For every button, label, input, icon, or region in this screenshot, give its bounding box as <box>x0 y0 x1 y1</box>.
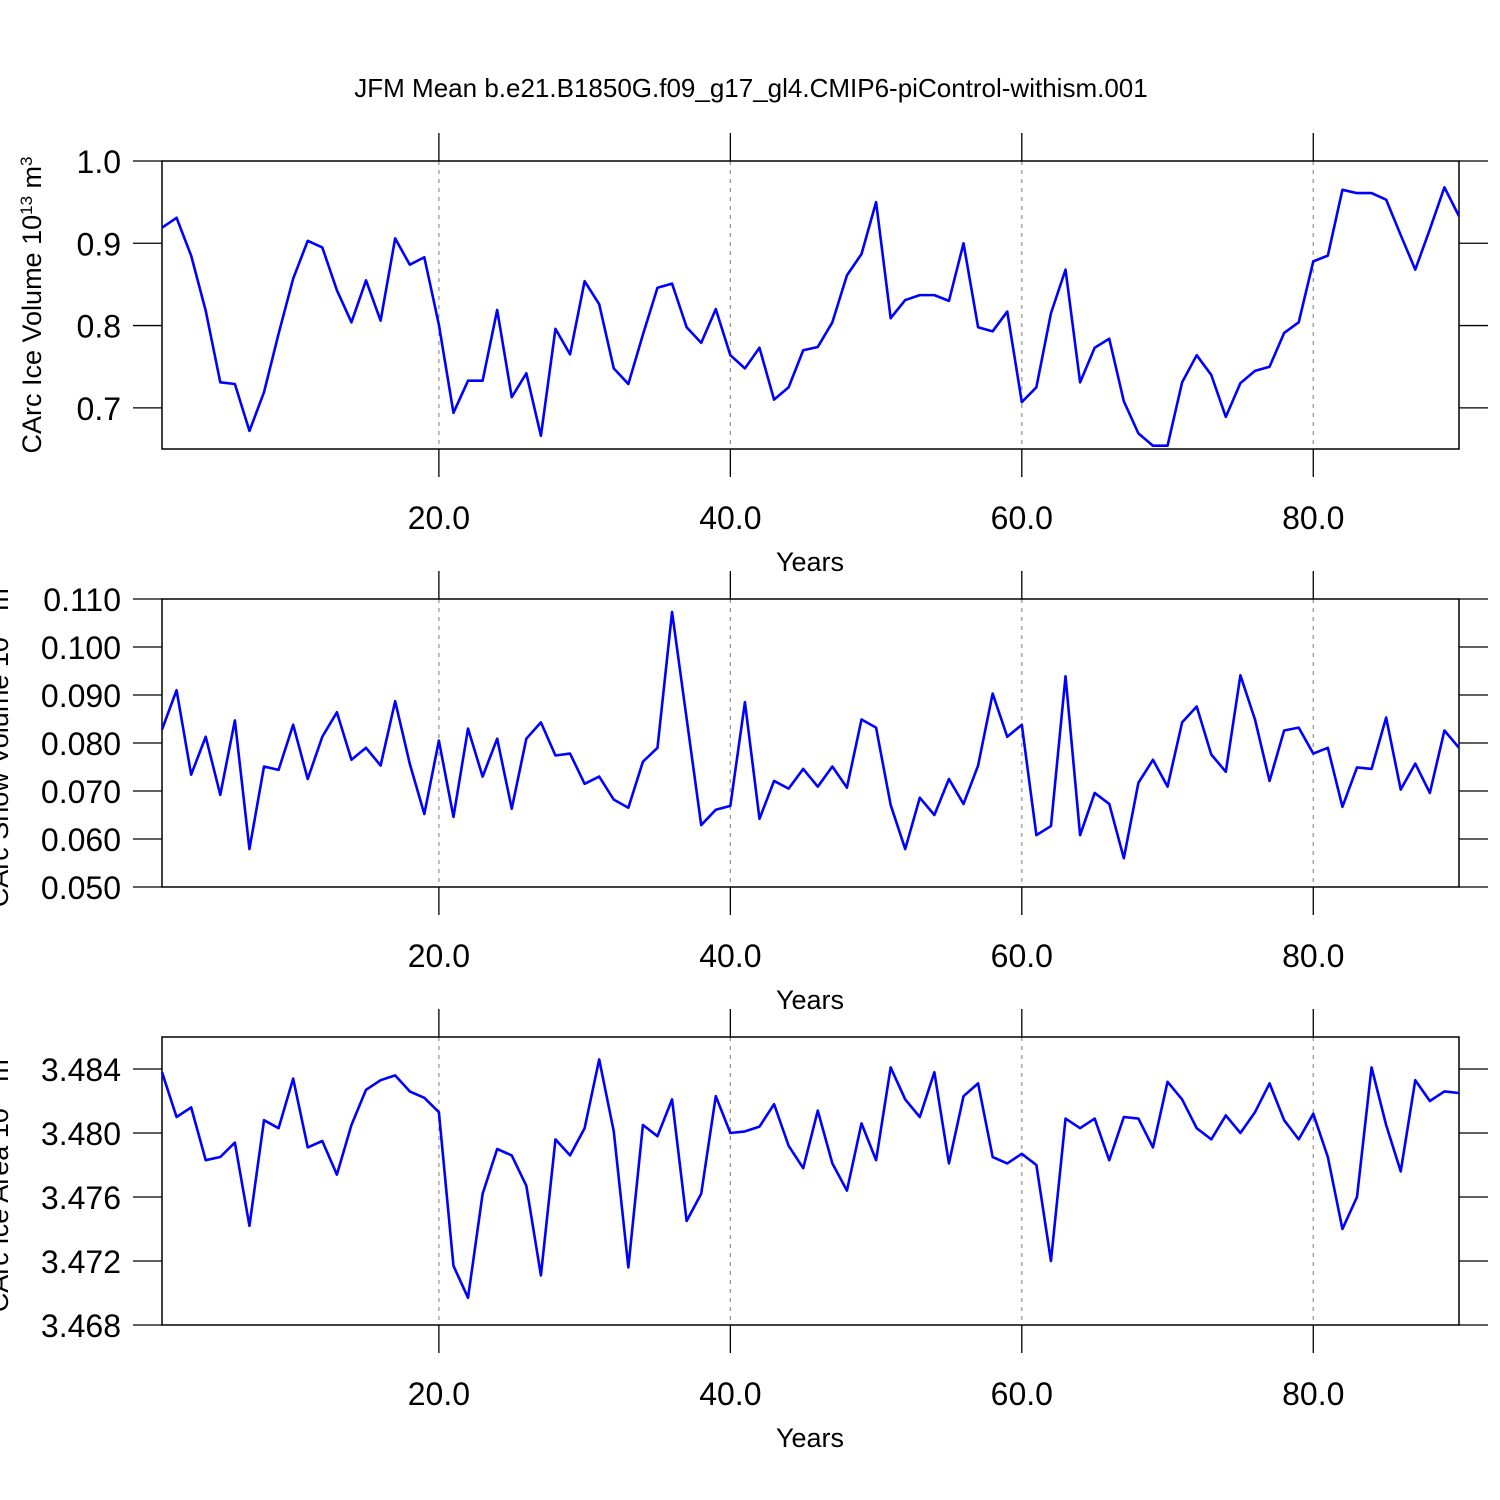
plot-frame <box>161 160 1460 450</box>
y-tick-label: 0.090 <box>41 678 121 714</box>
y-axis-label-part: CArc Ice Area 10 <box>0 1108 14 1312</box>
y-tick-label: 3.476 <box>41 1180 121 1216</box>
x-tick-label: 40.0 <box>699 1376 761 1412</box>
x-tick-label: 80.0 <box>1282 500 1344 536</box>
x-axis-label: Years <box>776 547 844 577</box>
data-line <box>160 610 1460 860</box>
x-tick-label: 20.0 <box>408 1376 470 1412</box>
y-tick-label: 3.468 <box>41 1308 121 1344</box>
y-axis-label: CArc Ice Area 1012 m2 <box>0 1050 14 1313</box>
x-tick-label: 80.0 <box>1282 938 1344 974</box>
y-tick-label: 0.060 <box>41 822 121 858</box>
x-tick-label: 60.0 <box>991 938 1053 974</box>
data-line <box>160 1058 1460 1300</box>
y-axis-label: CArc Ice Volume 1013 m3 <box>17 156 48 453</box>
y-axis-label-part: 3 <box>0 579 3 588</box>
y-tick-label: 3.472 <box>41 1244 121 1280</box>
chart-title: JFM Mean b.e21.B1850G.f09_g17_gl4.CMIP6-… <box>354 73 1147 103</box>
y-axis-label-part: m <box>0 588 14 618</box>
x-tick-label: 20.0 <box>408 500 470 536</box>
y-tick-label: 0.050 <box>41 870 121 906</box>
y-axis-label-part: CArc Snow Volume 10 <box>0 637 14 907</box>
x-axis-label: Years <box>776 985 844 1015</box>
x-axis-label: Years <box>776 1423 844 1453</box>
y-axis-label-part: 3 <box>17 156 36 165</box>
x-tick-label: 80.0 <box>1282 1376 1344 1412</box>
y-tick-label: 3.484 <box>41 1052 121 1088</box>
y-tick-label: 3.480 <box>41 1116 121 1152</box>
data-line <box>161 186 1461 448</box>
y-axis-label-part: m <box>0 1059 14 1089</box>
y-tick-label: 0.070 <box>41 774 121 810</box>
plot-frame <box>161 598 1460 888</box>
x-tick-label: 40.0 <box>699 938 761 974</box>
y-axis-label-part: CArc Ice Volume 10 <box>17 215 47 454</box>
y-tick-label: 0.100 <box>41 630 121 666</box>
x-tick-label: 20.0 <box>408 938 470 974</box>
x-tick-label: 60.0 <box>991 1376 1053 1412</box>
y-tick-label: 0.8 <box>77 309 121 345</box>
plot-frame <box>161 1036 1460 1326</box>
y-axis-label-part: 13 <box>0 618 3 637</box>
x-tick-label: 60.0 <box>991 500 1053 536</box>
y-tick-label: 1.0 <box>77 144 121 180</box>
y-axis-label: CArc Snow Volume 1013 m3 <box>0 579 14 908</box>
x-tick-label: 40.0 <box>699 500 761 536</box>
y-axis-label-part: 13 <box>17 196 36 215</box>
y-axis-label-part: 2 <box>0 1050 3 1059</box>
y-axis-label-part: 12 <box>0 1089 3 1108</box>
y-tick-label: 0.7 <box>77 391 121 427</box>
y-tick-label: 0.9 <box>77 226 121 262</box>
y-tick-label: 0.080 <box>41 726 121 762</box>
y-tick-label: 0.110 <box>43 582 121 618</box>
y-axis-label-part: m <box>17 166 47 196</box>
